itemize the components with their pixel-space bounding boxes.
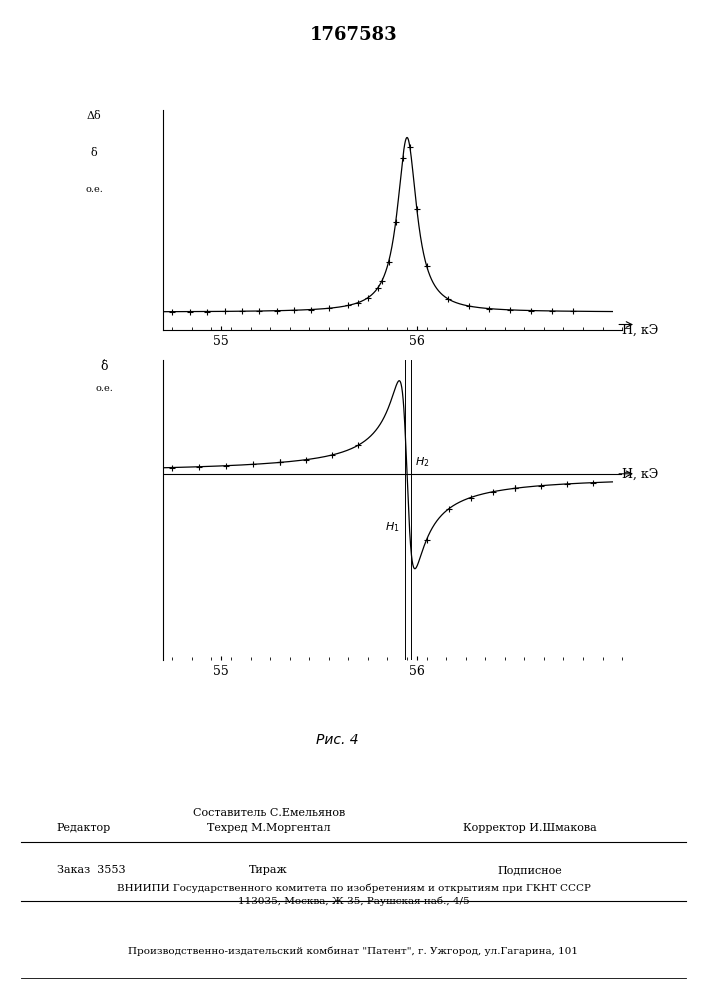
Text: 113035, Москва, Ж-35, Раушская наб., 4/5: 113035, Москва, Ж-35, Раушская наб., 4/5 [238,896,469,906]
Text: ВНИИПИ Государственного комитета по изобретениям и открытиям при ГКНТ СССР: ВНИИПИ Государственного комитета по изоб… [117,883,590,893]
Text: 1767583: 1767583 [310,26,397,44]
Text: δ̇: δ̇ [100,360,107,373]
Text: Тираж: Тираж [250,865,288,875]
Text: о.е.: о.е. [86,186,103,194]
Text: Составитель С.Емельянов: Составитель С.Емельянов [192,808,345,818]
Text: о.е.: о.е. [95,384,113,393]
Text: Техред М.Моргентал: Техред М.Моргентал [207,823,330,833]
Text: Корректор И.Шмакова: Корректор И.Шмакова [463,823,597,833]
Text: Редактор: Редактор [57,823,111,833]
Text: Подписное: Подписное [498,865,563,875]
Text: Рис. 3: Рис. 3 [325,396,368,410]
Text: Δδ: Δδ [87,111,102,121]
Text: Рис. 4: Рис. 4 [316,733,358,747]
Text: H, кЭ: H, кЭ [622,467,658,480]
Text: Производственно-издательский комбинат "Патент", г. Ужгород, ул.Гагарина, 101: Производственно-издательский комбинат "П… [129,947,578,956]
Text: δ: δ [91,148,98,158]
Text: $H_1$: $H_1$ [385,520,399,534]
Text: H, кЭ: H, кЭ [622,324,658,336]
Text: Заказ  3553: Заказ 3553 [57,865,125,875]
Text: $H_2$: $H_2$ [415,455,429,469]
